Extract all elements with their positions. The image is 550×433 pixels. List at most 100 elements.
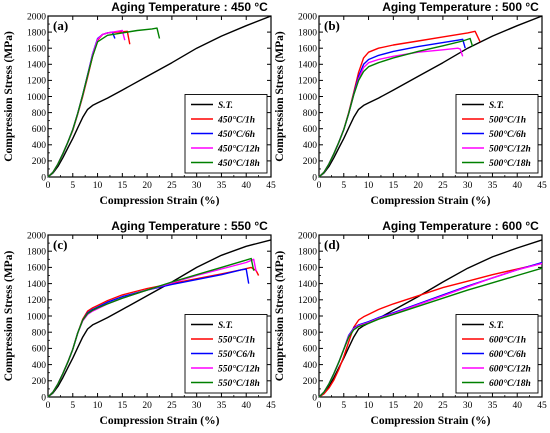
y-tick-label: 1800 bbox=[298, 248, 317, 258]
panel-label: (b) bbox=[324, 18, 340, 33]
x-tick-label: 30 bbox=[192, 181, 202, 191]
legend-entry: 500°C/6h bbox=[489, 129, 526, 140]
x-tick-label: 5 bbox=[341, 181, 346, 191]
x-axis-label: Compression Strain (%) bbox=[100, 415, 220, 427]
y-tick-label: 200 bbox=[303, 377, 318, 387]
y-tick-label: 1600 bbox=[298, 264, 317, 274]
x-tick-label: 40 bbox=[241, 401, 251, 411]
x-tick-label: 35 bbox=[217, 401, 227, 411]
x-tick-label: 30 bbox=[192, 401, 202, 411]
x-tick-label: 10 bbox=[93, 401, 103, 411]
y-axis-label: Compression Stress (MPa) bbox=[3, 251, 15, 382]
y-tick-label: 2000 bbox=[27, 231, 46, 241]
y-tick-label: 1800 bbox=[27, 248, 46, 258]
y-tick-label: 1200 bbox=[298, 296, 317, 306]
y-axis-label: Compression Stress (MPa) bbox=[3, 31, 15, 162]
x-tick-label: 45 bbox=[266, 181, 276, 191]
y-tick-label: 1800 bbox=[298, 28, 317, 38]
x-tick-label: 15 bbox=[389, 401, 399, 411]
x-tick-label: 35 bbox=[488, 181, 498, 191]
y-tick-label: 1600 bbox=[27, 264, 46, 274]
y-tick-label: 800 bbox=[303, 109, 318, 119]
y-tick-label: 2000 bbox=[298, 12, 317, 22]
legend-entry: 450°C/6h bbox=[217, 129, 255, 140]
y-tick-label: 800 bbox=[303, 329, 318, 339]
x-tick-label: 15 bbox=[118, 181, 128, 191]
y-tick-label: 1200 bbox=[27, 77, 46, 87]
x-tick-label: 10 bbox=[364, 181, 374, 191]
y-tick-label: 1400 bbox=[27, 280, 46, 290]
y-tick-label: 200 bbox=[32, 157, 47, 167]
chart-title: Aging Temperature : 500 °C bbox=[382, 0, 539, 14]
x-tick-label: 25 bbox=[167, 401, 177, 411]
y-tick-label: 0 bbox=[312, 393, 317, 403]
y-tick-label: 1600 bbox=[27, 45, 46, 55]
y-tick-label: 800 bbox=[32, 329, 47, 339]
legend-entry: 450°C/12h bbox=[217, 144, 260, 155]
x-tick-label: 0 bbox=[317, 181, 322, 191]
x-tick-label: 40 bbox=[241, 181, 251, 191]
x-tick-label: 25 bbox=[438, 401, 448, 411]
legend-entry: 600°C/12h bbox=[489, 364, 531, 375]
y-tick-label: 1400 bbox=[298, 280, 317, 290]
x-tick-label: 5 bbox=[70, 181, 75, 191]
x-tick-label: 0 bbox=[317, 401, 322, 411]
series-line-1 bbox=[47, 239, 272, 398]
y-tick-label: 400 bbox=[303, 141, 318, 151]
panel-label: (a) bbox=[53, 18, 68, 33]
y-tick-label: 1400 bbox=[27, 61, 46, 71]
y-tick-label: 1200 bbox=[298, 77, 317, 87]
series-line-5 bbox=[47, 257, 255, 398]
y-tick-label: 2000 bbox=[27, 12, 46, 22]
legend-entry: 500°C/1h bbox=[489, 115, 526, 126]
legend-entry: S.T. bbox=[218, 101, 233, 111]
x-tick-label: 35 bbox=[488, 401, 498, 411]
x-tick-label: 40 bbox=[512, 401, 522, 411]
x-tick-label: 20 bbox=[413, 401, 423, 411]
x-tick-label: 15 bbox=[389, 181, 399, 191]
y-tick-label: 400 bbox=[32, 361, 47, 371]
legend-entry: 550°C/1h bbox=[218, 335, 255, 346]
x-axis-label: Compression Strain (%) bbox=[371, 415, 491, 427]
y-tick-label: 200 bbox=[32, 377, 47, 387]
chart-title: Aging Temperature : 450 °C bbox=[111, 0, 268, 14]
chart-title: Aging Temperature : 550 °C bbox=[111, 219, 268, 233]
series-line-3 bbox=[318, 38, 466, 178]
x-tick-label: 20 bbox=[142, 401, 152, 411]
y-tick-label: 1800 bbox=[27, 28, 46, 38]
legend-entry: S.T. bbox=[489, 101, 504, 111]
y-axis-label: Compression Stress (MPa) bbox=[274, 251, 286, 382]
x-tick-label: 5 bbox=[70, 401, 75, 411]
series-line-2 bbox=[318, 262, 543, 398]
legend-entry: 500°C/12h bbox=[489, 144, 531, 155]
y-tick-label: 1400 bbox=[298, 61, 317, 71]
series-line-4 bbox=[318, 47, 464, 178]
chart-title: Aging Temperature : 600 °C bbox=[382, 219, 539, 233]
legend-entry: 550°C/18h bbox=[218, 378, 260, 389]
legend-entry: 600°C/6h bbox=[489, 349, 526, 360]
series-line-2 bbox=[47, 30, 131, 178]
y-tick-label: 0 bbox=[312, 173, 317, 183]
legend-entry: 450°C/1h bbox=[217, 115, 255, 126]
legend-entry: 600°C/1h bbox=[489, 335, 526, 346]
series-line-4 bbox=[47, 29, 126, 178]
series-line-3 bbox=[47, 31, 116, 178]
legend-entry: S.T. bbox=[489, 321, 504, 331]
y-tick-label: 1000 bbox=[298, 93, 317, 103]
series-line-5 bbox=[47, 27, 161, 178]
x-tick-label: 40 bbox=[512, 181, 522, 191]
chart-panel-3: Aging Temperature : 550 °C 0 5 10 15 20 25 30 35… bbox=[3, 219, 276, 427]
y-tick-label: 1000 bbox=[298, 312, 317, 322]
x-tick-label: 10 bbox=[364, 401, 374, 411]
x-tick-label: 30 bbox=[463, 401, 473, 411]
x-axis-label: Compression Strain (%) bbox=[100, 195, 220, 207]
x-tick-label: 45 bbox=[537, 181, 547, 191]
x-tick-label: 15 bbox=[118, 401, 128, 411]
y-tick-label: 400 bbox=[32, 141, 47, 151]
series-line-1 bbox=[47, 15, 272, 178]
legend-entry: S.T. bbox=[218, 321, 233, 331]
y-tick-label: 400 bbox=[303, 361, 318, 371]
chart-panel-1: Aging Temperature : 450 °C 0 5 10 15 20 25 30 35… bbox=[3, 0, 276, 207]
x-tick-label: 45 bbox=[266, 401, 276, 411]
